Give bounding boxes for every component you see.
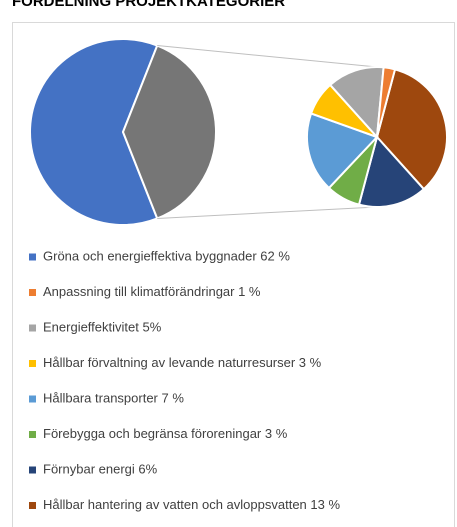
pie-slice	[376, 66, 397, 138]
legend-swatch	[29, 324, 36, 332]
pie-slice	[357, 134, 426, 208]
pie-slice	[306, 112, 379, 190]
legend-label: Förnybar energi 6%	[43, 461, 158, 476]
connector-line	[157, 45, 378, 68]
legend-label: Förebygga och begränsa föroreningar 3 %	[43, 426, 288, 441]
chart-title: FÖRDELNING PROJEKTKATEGORIER	[12, 0, 285, 10]
legend-label: Anpassning till klimatförändringar 1 %	[43, 284, 261, 299]
legend-swatch	[29, 502, 36, 509]
legend-swatch	[29, 395, 36, 403]
legend-swatch	[29, 289, 36, 296]
legend-swatch	[29, 466, 36, 474]
legend-label: Energieffektivitet 5%	[43, 319, 162, 334]
pie-slice	[29, 38, 159, 226]
legend-label: Hållbar hantering av vatten och avloppsv…	[43, 497, 340, 512]
pie-slice	[328, 66, 385, 140]
legend-label: Gröna och energieffektiva byggnader 62 %	[43, 248, 290, 263]
legend-label: Hållbar förvaltning av levande naturresu…	[43, 355, 322, 370]
pie-slice	[375, 68, 448, 191]
legend-swatch	[29, 360, 36, 367]
legend-swatch	[29, 431, 36, 438]
legend-label: Hållbara transporter 7 %	[43, 390, 184, 405]
connector-line	[157, 206, 378, 219]
pie-slice-other	[121, 44, 217, 220]
legend-swatch	[29, 253, 36, 261]
